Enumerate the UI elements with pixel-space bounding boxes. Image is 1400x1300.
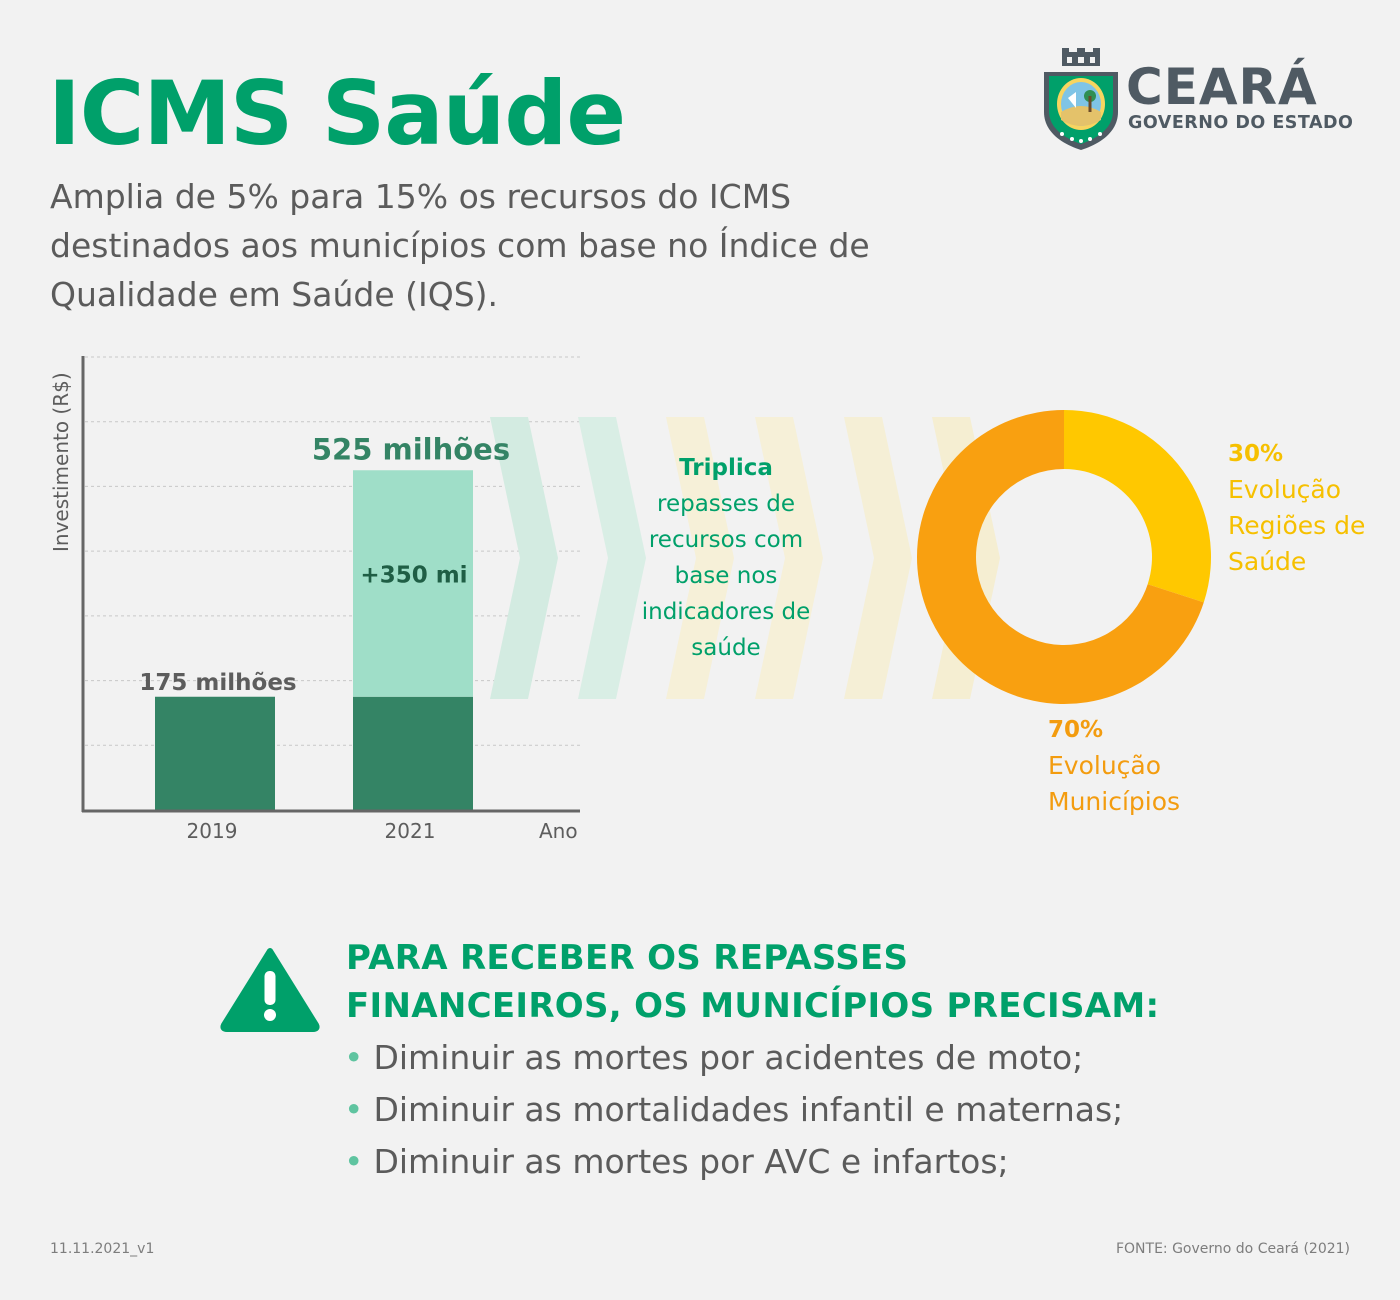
bullet-icon: • bbox=[344, 1038, 364, 1077]
requirements-list: • Diminuir as mortes por acidentes de mot… bbox=[344, 1032, 1123, 1188]
donut-slice bbox=[917, 410, 1204, 704]
investment-chart: Investimento (R$) Ano 2019 2021 175 milhõ… bbox=[49, 356, 1211, 843]
bar-data-labels: 175 milhões 525 milhões +350 mi bbox=[139, 432, 510, 696]
triplica-note-bold: Triplica bbox=[679, 455, 773, 481]
coat-of-arms-icon bbox=[1044, 48, 1118, 150]
bullet-icon: • bbox=[344, 1142, 364, 1181]
slice-label-regioes: 30% Evolução Regiões de Saúde bbox=[1228, 436, 1388, 580]
page-title: ICMS Saúde bbox=[48, 62, 626, 165]
list-item: • Diminuir as mortalidades infantil e mat… bbox=[344, 1084, 1123, 1136]
slice-value-municipios: 70% bbox=[1048, 717, 1104, 743]
chevron-arrow-icon bbox=[755, 417, 823, 699]
list-item-text: Diminuir as mortalidades infantil e mate… bbox=[373, 1090, 1124, 1129]
requirements-title: PARA RECEBER OS REPASSES FINANCEIROS, OS… bbox=[346, 938, 1160, 1026]
x-tick-label: 2021 bbox=[385, 819, 436, 843]
list-item: • Diminuir as mortes por acidentes de mot… bbox=[344, 1032, 1123, 1084]
chevron-arrow-icon bbox=[578, 417, 646, 699]
bar-series bbox=[155, 470, 473, 810]
x-axis-label: Ano bbox=[539, 819, 578, 843]
ceara-coat-of-arms-logo bbox=[1044, 48, 1118, 150]
list-item-text: Diminuir as mortes por AVC e infartos; bbox=[373, 1142, 1009, 1181]
y-axis-label: Investimento (R$) bbox=[49, 372, 73, 552]
version-label: 11.11.2021_v1 bbox=[50, 1241, 155, 1257]
bar-increment-label: +350 mi bbox=[360, 563, 467, 589]
triplica-note: Triplica repasses de recursos com base n… bbox=[632, 450, 820, 666]
bar-base-2019 bbox=[155, 696, 275, 810]
bar-base-2021 bbox=[353, 696, 473, 810]
bullet-icon: • bbox=[344, 1090, 364, 1129]
chevron-arrow-icon bbox=[490, 417, 558, 699]
bar-data-label: 175 milhões bbox=[139, 670, 296, 696]
chevron-arrow-icon bbox=[844, 417, 912, 699]
slice-name-regioes: Evolução Regiões de Saúde bbox=[1228, 475, 1366, 576]
x-tick-labels: 2019 2021 bbox=[187, 819, 436, 843]
bar-increment-2021 bbox=[353, 470, 473, 697]
slice-value-regioes: 30% bbox=[1228, 441, 1284, 467]
chevron-arrow-icon bbox=[666, 417, 734, 699]
triplica-note-text: repasses de recursos com base nos indica… bbox=[641, 491, 811, 661]
slice-name-municipios: Evolução Municípios bbox=[1048, 751, 1181, 816]
donut-slice bbox=[1064, 410, 1211, 603]
page-subtitle: Amplia de 5% para 15% os recursos do ICM… bbox=[50, 177, 870, 314]
logo-name: CEARÁ bbox=[1126, 58, 1318, 116]
x-tick-label: 2019 bbox=[187, 819, 238, 843]
list-item-text: Diminuir as mortes por acidentes de moto… bbox=[373, 1038, 1084, 1077]
bar-data-label: 525 milhões bbox=[312, 432, 510, 466]
list-item: • Diminuir as mortes por AVC e infartos; bbox=[344, 1136, 1123, 1188]
donut-chart bbox=[917, 410, 1211, 704]
source-label: FONTE: Governo do Ceará (2021) bbox=[1115, 1241, 1350, 1257]
warning-icon bbox=[220, 948, 320, 1032]
logo-subtitle: GOVERNO DO ESTADO bbox=[1128, 113, 1354, 133]
slice-label-municipios: 70% Evolução Municípios bbox=[1048, 712, 1268, 820]
